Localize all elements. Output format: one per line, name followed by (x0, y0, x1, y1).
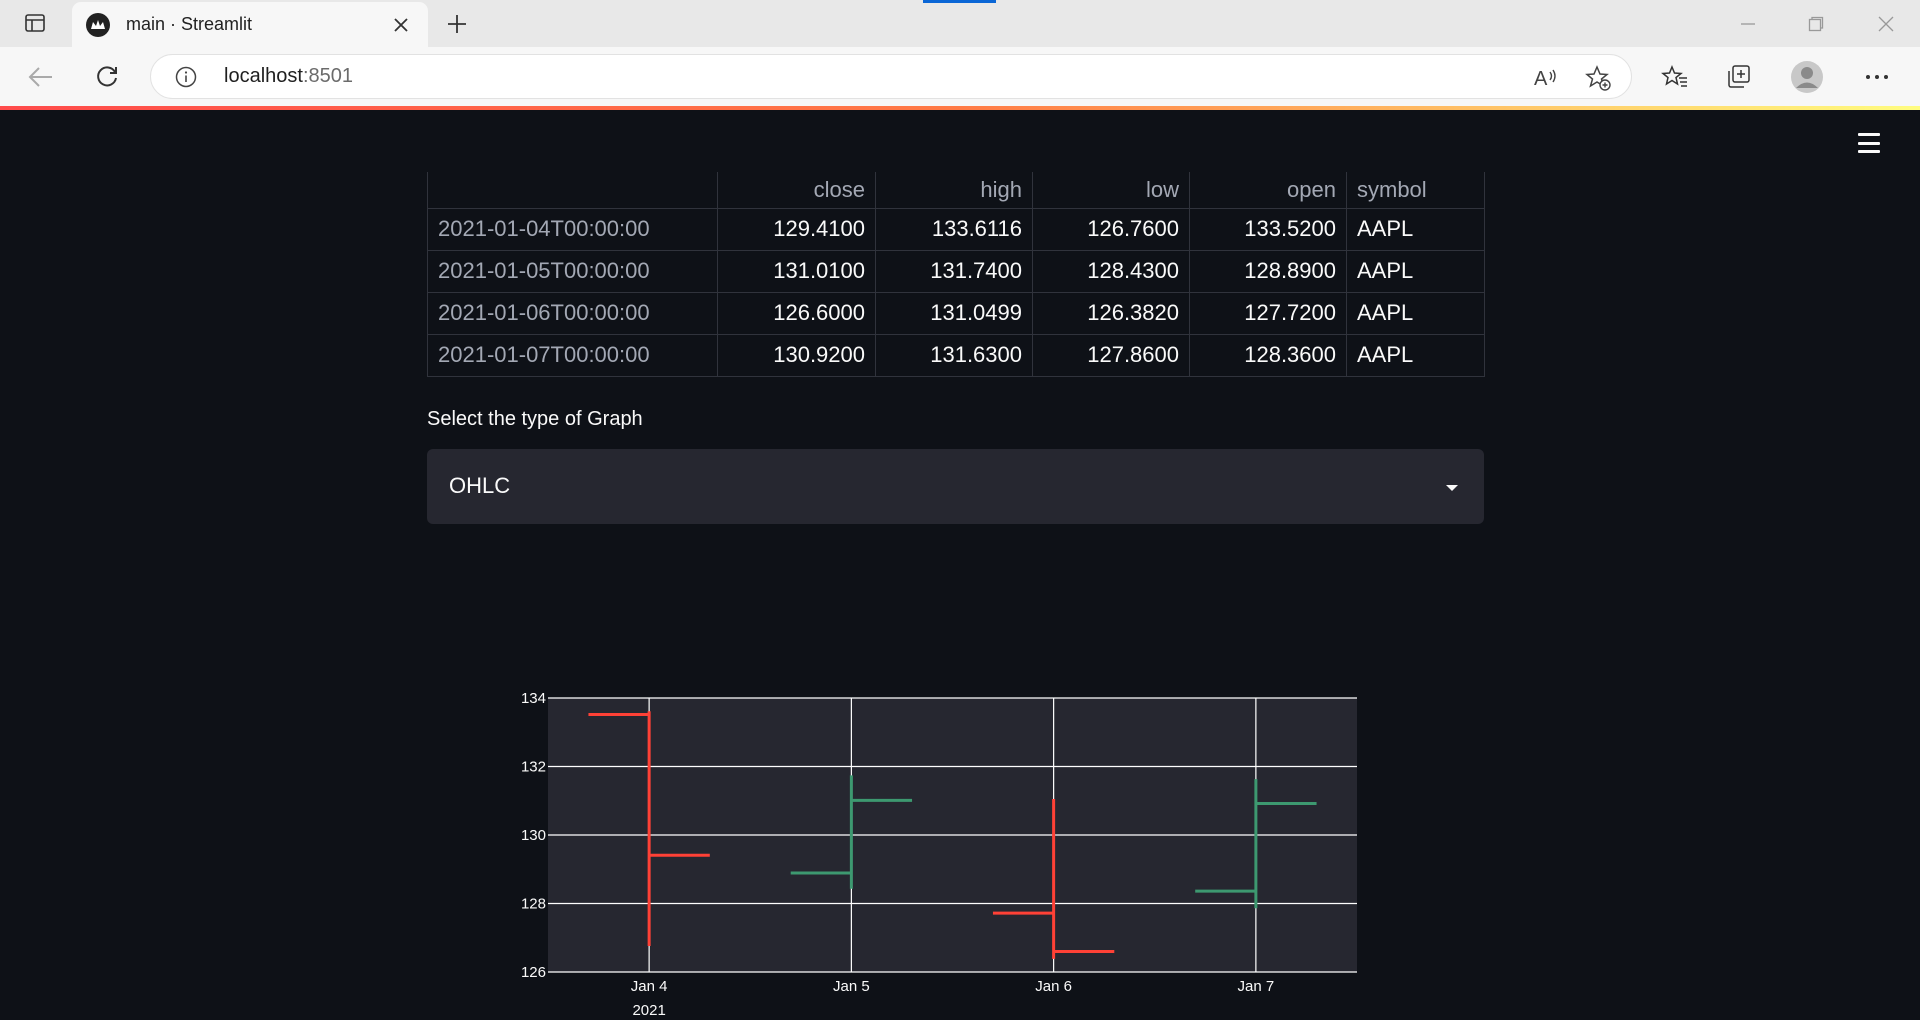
browser-tab-bar: main · Streamlit (0, 0, 1920, 47)
streamlit-favicon (86, 12, 110, 37)
ohlc-bar-decreasing (992, 799, 1115, 959)
row-index-cell[interactable]: 2021-01-05T00:00:00 (427, 249, 718, 293)
table-row: 2021-01-07T00:00:00 130.9200 131.6300 12… (427, 333, 1485, 377)
graph-type-select[interactable]: OHLC (427, 449, 1484, 524)
table-cell[interactable]: 126.3820 (1032, 291, 1190, 335)
table-cell[interactable]: 127.8600 (1032, 333, 1190, 377)
minimize-icon[interactable] (1714, 0, 1782, 47)
table-cell[interactable]: 133.6116 (875, 207, 1033, 251)
ohlc-bar-increasing (1195, 779, 1317, 909)
url-bar[interactable]: localhost:8501 A (150, 54, 1632, 99)
table-cell[interactable]: 131.0499 (875, 291, 1033, 335)
table-cell[interactable]: AAPL (1346, 249, 1485, 293)
refresh-icon[interactable] (88, 58, 126, 96)
table-cell[interactable]: AAPL (1346, 333, 1485, 377)
row-index-cell[interactable]: 2021-01-06T00:00:00 (427, 291, 718, 335)
sidebar-icon[interactable] (12, 8, 58, 38)
tab-title: main · Streamlit (126, 14, 253, 34)
y-tick-label: 132 (521, 759, 546, 776)
ohlc-bar-decreasing (588, 711, 710, 946)
table-cell[interactable]: 133.5200 (1189, 207, 1347, 251)
restore-icon[interactable] (1782, 0, 1850, 47)
table-cell[interactable]: 131.0100 (717, 249, 876, 293)
table-cell[interactable]: 129.4100 (717, 207, 876, 251)
more-icon[interactable] (1858, 58, 1896, 96)
column-header[interactable]: low (1032, 172, 1190, 209)
x-tick-label: Jan 5 (833, 978, 870, 995)
y-tick-label: 126 (521, 964, 546, 981)
y-tick-label: 128 (521, 896, 546, 913)
table-cell[interactable]: AAPL (1346, 207, 1485, 251)
x-tick-label: Jan 6 (1035, 978, 1072, 995)
y-tick-label: 134 (521, 690, 546, 707)
table-cell[interactable]: 130.9200 (717, 333, 876, 377)
add-favorite-icon[interactable] (1583, 63, 1613, 93)
plus-icon[interactable] (440, 8, 474, 40)
x-tick-sublabel: 2021 (632, 1002, 665, 1019)
column-header[interactable]: open (1189, 172, 1347, 209)
info-icon[interactable] (175, 66, 197, 88)
favorites-icon[interactable] (1656, 58, 1694, 96)
table-cell[interactable]: 127.7200 (1189, 291, 1347, 335)
column-header[interactable]: close (717, 172, 876, 209)
close-icon[interactable] (388, 12, 414, 38)
table-row: 2021-01-04T00:00:00 129.4100 133.6116 12… (427, 207, 1485, 251)
x-tick-label: Jan 4 (631, 978, 668, 995)
tab-progress-indicator (923, 0, 996, 3)
table-cell[interactable]: 126.6000 (717, 291, 876, 335)
column-header[interactable] (427, 172, 718, 209)
browser-address-bar: localhost:8501 A (0, 47, 1920, 106)
row-index-cell[interactable]: 2021-01-07T00:00:00 (427, 333, 718, 377)
table-cell[interactable]: 128.4300 (1032, 249, 1190, 293)
collections-icon[interactable] (1720, 58, 1758, 96)
svg-text:A: A (1534, 68, 1548, 90)
read-aloud-icon[interactable]: A (1531, 63, 1561, 93)
graph-type-selected-value: OHLC (449, 473, 511, 498)
table-cell[interactable]: 131.6300 (875, 333, 1033, 377)
ohlc-bar-increasing (790, 775, 913, 889)
table-cell[interactable]: AAPL (1346, 291, 1485, 335)
dataframe-table[interactable]: close high low open symbol 2021-01-04T00… (427, 172, 1485, 377)
table-cell[interactable]: 126.7600 (1032, 207, 1190, 251)
table-cell[interactable]: 128.3600 (1189, 333, 1347, 377)
profile-icon[interactable] (1788, 58, 1826, 96)
close-window-icon[interactable] (1852, 0, 1920, 47)
column-header[interactable]: high (875, 172, 1033, 209)
graph-type-label: Select the type of Graph (427, 408, 643, 430)
column-header[interactable]: symbol (1346, 172, 1485, 209)
table-row: 2021-01-06T00:00:00 126.6000 131.0499 12… (427, 291, 1485, 335)
chevron-down-icon (1442, 478, 1462, 498)
table-cell[interactable]: 131.7400 (875, 249, 1033, 293)
streamlit-decoration-bar (0, 106, 1920, 110)
ohlc-chart-svg: 126 128 130 132 134 Jan 4 Jan 5 Jan 6 Jan 7 2021 (521, 690, 1357, 1019)
back-icon[interactable] (22, 58, 60, 96)
table-header-row: close high low open symbol (427, 172, 1485, 209)
browser-tab[interactable]: main · Streamlit (72, 2, 428, 47)
row-index-cell[interactable]: 2021-01-04T00:00:00 (427, 207, 718, 251)
y-tick-label: 130 (521, 827, 546, 844)
x-tick-label: Jan 7 (1238, 978, 1275, 995)
hamburger-icon[interactable] (1852, 128, 1886, 158)
table-row: 2021-01-05T00:00:00 131.0100 131.7400 12… (427, 249, 1485, 293)
table-cell[interactable]: 128.8900 (1189, 249, 1347, 293)
ohlc-chart[interactable]: 126 128 130 132 134 Jan 4 Jan 5 Jan 6 Jan 7 2021 (500, 685, 1380, 1020)
url-text: localhost:8501 (224, 65, 353, 87)
